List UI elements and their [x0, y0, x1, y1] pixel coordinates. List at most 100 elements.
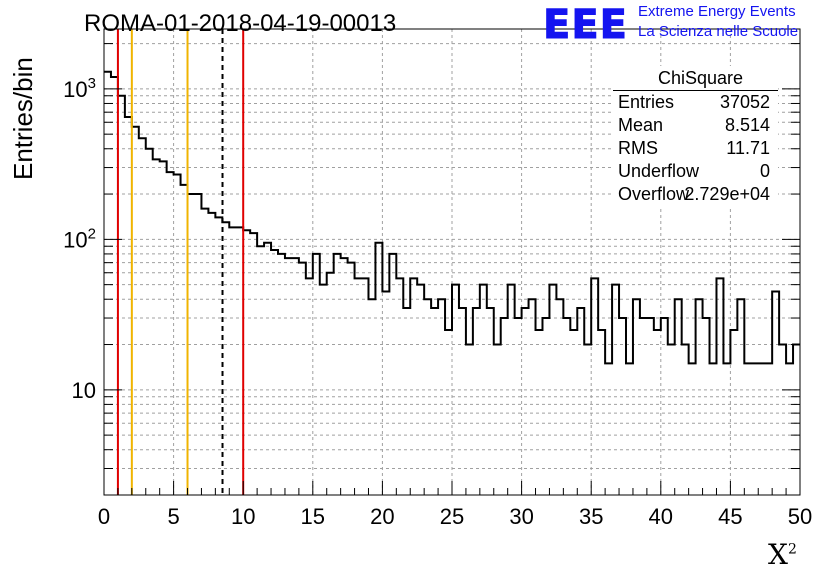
histogram-bin	[236, 227, 243, 495]
stats-title: ChiSquare	[613, 66, 778, 91]
x-tick-label: 5	[167, 504, 179, 529]
histogram-bin	[647, 318, 654, 495]
marker-lines	[116, 29, 245, 495]
histogram-bin	[139, 138, 146, 495]
histogram-bin	[584, 345, 591, 495]
histogram-bin	[487, 308, 494, 495]
y-axis-label: Entries/bin	[8, 57, 38, 180]
histogram-bin	[772, 292, 779, 495]
histogram-bin	[758, 363, 765, 495]
grid	[104, 29, 800, 495]
histogram-bin	[320, 285, 327, 495]
stats-row-overflow: Overflow 2.729e+04	[618, 184, 770, 204]
stats-row-mean: Mean 8.514	[618, 115, 770, 135]
histogram-bin	[396, 278, 403, 495]
x-tick-label: 30	[509, 504, 533, 529]
histogram-bin	[375, 243, 382, 495]
histogram-bin	[424, 299, 431, 495]
histogram-bin	[744, 363, 751, 495]
histogram-bin	[689, 363, 696, 495]
histogram-bin	[515, 318, 522, 495]
histogram-bin	[703, 318, 710, 495]
histogram-bin	[668, 345, 675, 495]
x-tick-label: 45	[718, 504, 742, 529]
histogram-bin	[466, 345, 473, 495]
histogram-bin	[167, 172, 174, 495]
x-tick-label: 50	[788, 504, 812, 529]
histogram-bin	[716, 278, 723, 495]
histogram-bin	[522, 308, 529, 495]
histogram-bin	[494, 345, 501, 495]
histogram-bin	[431, 308, 438, 495]
histogram-bin	[146, 149, 153, 495]
y-tick-label: 10	[72, 378, 96, 403]
histogram-bin	[201, 209, 208, 495]
histogram-bin	[327, 273, 334, 495]
histogram-bin	[334, 254, 341, 495]
histogram-bin	[793, 345, 800, 495]
histogram-bin	[626, 363, 633, 495]
histogram-bin	[563, 318, 570, 495]
histogram-bin	[368, 299, 375, 495]
logo-line2: La Scienza nelle Scuole	[638, 23, 799, 40]
histogram-bin	[208, 213, 215, 495]
histogram-bin	[501, 318, 508, 495]
histogram-bin	[160, 161, 167, 495]
x-axis-label: X2	[768, 538, 797, 571]
stats-row-entries: Entries 37052	[618, 92, 770, 112]
histogram-bin	[598, 330, 605, 495]
histogram-bin	[264, 243, 271, 495]
histogram-bin	[299, 263, 306, 495]
histogram-bin	[389, 254, 396, 495]
histogram-bin	[118, 96, 125, 495]
histogram	[104, 70, 800, 495]
histogram-bin	[278, 254, 285, 495]
histogram-bin	[153, 159, 160, 495]
histogram-bin	[612, 285, 619, 495]
histogram-bin	[737, 299, 744, 495]
x-tick-label: 25	[440, 504, 464, 529]
histogram-bin	[438, 299, 445, 495]
histogram-bin	[348, 263, 355, 495]
histogram-bin	[696, 299, 703, 495]
histogram-outline	[104, 70, 800, 365]
histogram-bin	[445, 330, 452, 495]
x-tick-label: 0	[98, 504, 110, 529]
histogram-bin	[215, 217, 222, 495]
stats-row-underflow: Underflow 0	[618, 161, 770, 181]
histogram-bin	[619, 318, 626, 495]
y-tick-label: 103	[63, 75, 96, 102]
histogram-bin	[132, 127, 139, 495]
histogram-bin	[779, 345, 786, 495]
histogram-bin	[257, 246, 264, 495]
histogram-bin	[640, 318, 647, 495]
x-tick-label: 40	[649, 504, 673, 529]
histogram-bin	[765, 363, 772, 495]
histogram-bin	[549, 285, 556, 495]
histogram-bin	[292, 258, 299, 495]
histogram-bin	[570, 330, 577, 495]
histogram-bin	[605, 363, 612, 495]
histogram-bin	[529, 299, 536, 495]
logo-line1: Extreme Energy Events	[638, 3, 796, 20]
histogram-bin	[341, 258, 348, 495]
histogram-bin	[285, 258, 292, 495]
histogram-bin	[633, 299, 640, 495]
histogram-bin	[508, 285, 515, 495]
histogram-bin	[480, 285, 487, 495]
histogram-bin	[243, 230, 250, 495]
histogram-bin	[556, 299, 563, 495]
stats-row-rms: RMS 11.71	[618, 138, 770, 158]
histogram-bin	[710, 363, 717, 495]
histogram-bin	[723, 363, 730, 495]
histogram-bin	[675, 299, 682, 495]
histogram-bin	[417, 285, 424, 495]
histogram-bin	[682, 345, 689, 495]
histogram-bin	[111, 77, 118, 495]
histogram-bin	[362, 278, 369, 495]
x-tick-label: 10	[231, 504, 255, 529]
histogram-bin	[174, 174, 181, 495]
histogram-bin	[355, 278, 362, 495]
histogram-bin	[306, 278, 313, 495]
histogram-bin	[591, 278, 598, 495]
